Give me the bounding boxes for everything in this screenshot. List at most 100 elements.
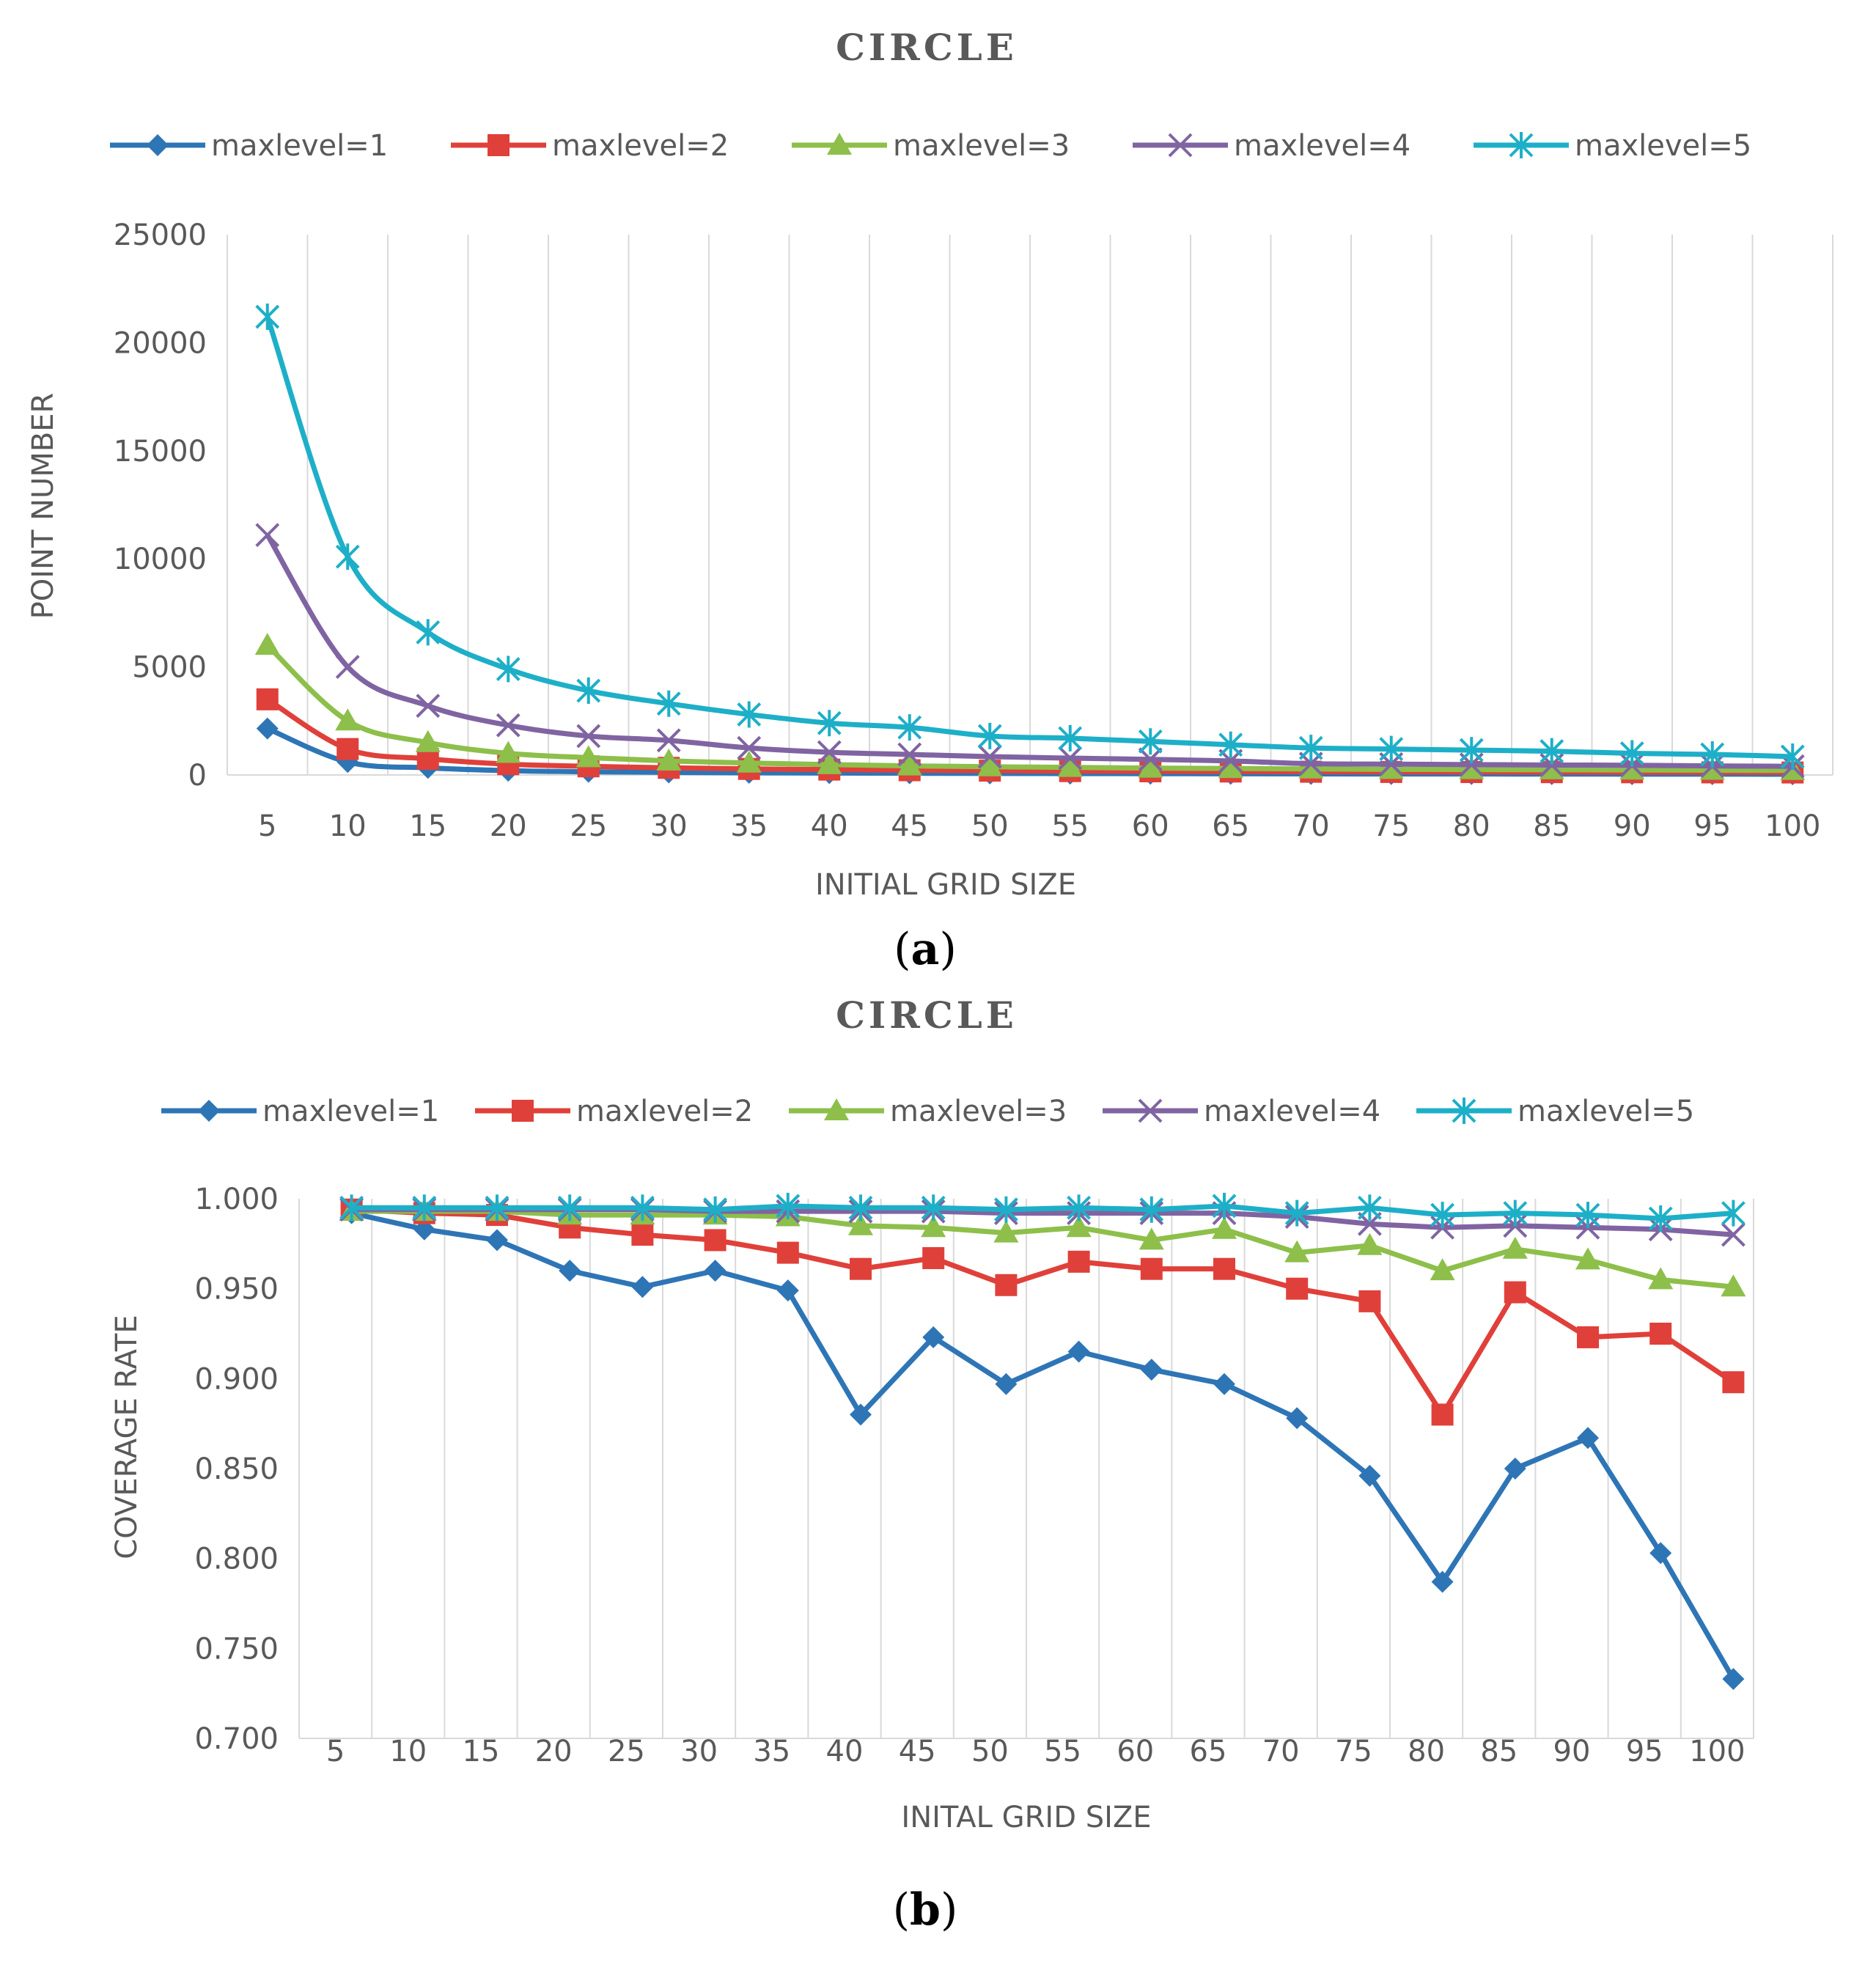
chart-a-data-point	[496, 741, 521, 763]
chart-a-data-point	[1298, 756, 1324, 779]
legend-marker-star-icon	[1509, 132, 1534, 158]
chart-a-data-point	[415, 730, 441, 752]
chart-b-data-point	[995, 1373, 1018, 1395]
chart-a-x-tick-label: 100	[1765, 809, 1820, 843]
chart-b-data-point	[1721, 1222, 1746, 1247]
chart-a-data-point	[1138, 755, 1163, 778]
chart-b-data-point	[921, 1194, 946, 1221]
chart-b-legend-item: maxlevel=4	[1103, 1095, 1380, 1128]
chart-b-x-axis-title: INITAL GRID SIZE	[901, 1801, 1151, 1834]
chart-b-data-point	[1140, 1257, 1163, 1280]
chart-a-data-point	[817, 752, 842, 774]
chart-b-x-tick-label: 20	[535, 1735, 573, 1768]
chart-b-x-tick-label: 85	[1480, 1735, 1518, 1768]
chart-a-y-tick-label: 20000	[114, 326, 207, 360]
chart-a-data-point	[977, 722, 1002, 749]
panel-label-a: (a)	[894, 924, 957, 975]
legend-marker-star-icon	[1452, 1098, 1476, 1124]
legend-marker-x-icon	[1168, 133, 1193, 158]
chart-a-data-point	[1138, 747, 1163, 772]
chart-a-data-point	[256, 717, 279, 740]
chart-a-y-tick-label: 5000	[132, 651, 207, 685]
chart-a-data-point	[575, 745, 601, 768]
legend-label: maxlevel=4	[1204, 1095, 1380, 1128]
chart-b-data-point	[1357, 1232, 1383, 1255]
chart-b-y-tick-label: 0.850	[194, 1452, 279, 1486]
chart-b-x-tick-label: 100	[1689, 1735, 1745, 1768]
chart-a-data-point	[1619, 740, 1644, 767]
chart-b-x-tick-label: 35	[753, 1735, 790, 1768]
legend-label: maxlevel=3	[890, 1095, 1067, 1128]
chart-b-x-tick-label: 90	[1553, 1735, 1591, 1768]
chart-a-data-point	[897, 753, 922, 776]
chart-b-x-tick-label: 5	[326, 1735, 345, 1768]
chart-b-data-point	[1284, 1199, 1309, 1227]
chart-a-title: CIRCLE	[836, 26, 1018, 69]
chart-b-data-point	[704, 1260, 727, 1282]
chart-b-data-point	[1067, 1250, 1090, 1273]
chart-a-data-point	[1057, 754, 1083, 777]
chart-a-data-point	[1378, 757, 1404, 779]
chart-b-data-point	[485, 1194, 510, 1221]
chart-b-x-tick-label: 80	[1408, 1735, 1445, 1768]
chart-a-x-tick-label: 80	[1453, 809, 1490, 843]
chart-b-y-tick-label: 0.700	[194, 1722, 279, 1756]
legend-label: maxlevel=1	[211, 129, 388, 163]
chart-a-legend-item: maxlevel=3	[792, 129, 1070, 163]
chart-b-data-point	[1358, 1290, 1381, 1312]
chart-a-y-tick-label: 0	[188, 759, 207, 793]
chart-a-x-tick-label: 60	[1132, 809, 1169, 843]
legend-marker-square-icon	[488, 134, 510, 156]
panel-label-b: (b)	[893, 1884, 958, 1936]
chart-b-data-point	[1139, 1196, 1164, 1223]
chart-b-y-tick-labels: 0.700 0.750 0.800 0.850 0.900 0.950 1.000	[194, 1183, 279, 1756]
chart-a-gridlines	[227, 235, 1833, 776]
chart-b-data-point	[1284, 1240, 1310, 1263]
legend-label: maxlevel=4	[1234, 129, 1410, 163]
chart-a-y-tick-labels: 0 5000 10000 15000 20000 25000	[114, 218, 207, 793]
chart-b-data-point	[993, 1220, 1019, 1243]
chart-a-data-point	[254, 633, 280, 655]
chart-b-data-point	[776, 1192, 801, 1219]
chart-b-series-line	[351, 1207, 1735, 1417]
chart-b-data-point	[850, 1403, 872, 1426]
chart-a-data-point	[416, 694, 441, 719]
chart-b-data-point	[1502, 1236, 1528, 1259]
chart-a-x-tick-label: 90	[1614, 809, 1651, 843]
chart-a-x-tick-label: 85	[1533, 809, 1570, 843]
chart-a-x-tick-label: 95	[1693, 809, 1731, 843]
chart-b-data-point	[776, 1279, 799, 1302]
chart-a-data-point	[335, 543, 360, 570]
chart-a-series-5	[255, 304, 1805, 770]
chart-a-data-point	[256, 688, 279, 710]
chart-b-series-line	[350, 1210, 1736, 1680]
chart-a-data-point	[1058, 724, 1083, 752]
chart-b-data-point	[848, 1194, 873, 1221]
chart-b-data-point	[1286, 1407, 1309, 1430]
chart-b-y-tick-label: 0.900	[194, 1362, 279, 1396]
chart-b-data-point	[922, 1326, 945, 1348]
chart-b-x-tick-label: 75	[1335, 1735, 1372, 1768]
chart-b-data-point	[631, 1276, 654, 1298]
chart-a-series-4	[255, 523, 1805, 779]
chart-b-data-point	[1213, 1257, 1235, 1280]
chart-a-x-tick-label: 10	[329, 809, 367, 843]
chart-b-data-point	[1648, 1267, 1674, 1290]
chart-a-legend-item: maxlevel=1	[110, 129, 388, 163]
chart-a-data-point	[335, 655, 360, 680]
chart-a-y-axis-title: POINT NUMBER	[26, 393, 60, 620]
chart-a-data-point	[1700, 741, 1725, 768]
chart-b-y-axis-title: COVERAGE RATE	[110, 1315, 144, 1559]
legend-label: maxlevel=2	[552, 129, 729, 163]
chart-b-data-point	[703, 1196, 728, 1223]
chart-b-data-point	[1503, 1199, 1528, 1227]
chart-b-series	[339, 1192, 1746, 1691]
chart-a-data-point	[737, 735, 762, 760]
chart-b-x-tick-label: 65	[1190, 1735, 1227, 1768]
chart-b-data-point	[559, 1260, 581, 1282]
chart-a-data-point	[576, 677, 601, 705]
chart-b-x-tick-label: 40	[826, 1735, 864, 1768]
chart-b-data-point	[704, 1229, 727, 1252]
chart-b-series-5	[339, 1192, 1746, 1232]
